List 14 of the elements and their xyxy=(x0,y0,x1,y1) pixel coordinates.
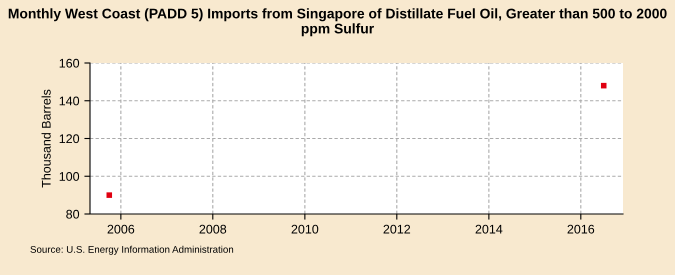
y-tick-label: 80 xyxy=(66,210,80,219)
y-axis-title: Thousand Barrels xyxy=(42,90,51,188)
y-tick-label: 160 xyxy=(60,58,80,68)
x-tick-label: 2006 xyxy=(108,224,134,234)
x-tick-label: 2010 xyxy=(292,224,318,234)
chart-title: Monthly West Coast (PADD 5) Imports from Singapore of Distillate Fuel Oil, Greater than 500 to 2000 ppm Sulfur xyxy=(8,8,667,36)
y-tick-label: 100 xyxy=(60,172,80,181)
source-note: Source: U.S. Energy Information Administration xyxy=(30,246,234,255)
x-tick-label: 2008 xyxy=(200,224,226,234)
x-tick-label: 2016 xyxy=(568,224,594,234)
y-tick-label: 140 xyxy=(60,96,80,106)
y-tick-label: 120 xyxy=(60,134,80,144)
x-tick-label: 2014 xyxy=(476,224,502,234)
x-tick-label: 2012 xyxy=(384,224,410,234)
